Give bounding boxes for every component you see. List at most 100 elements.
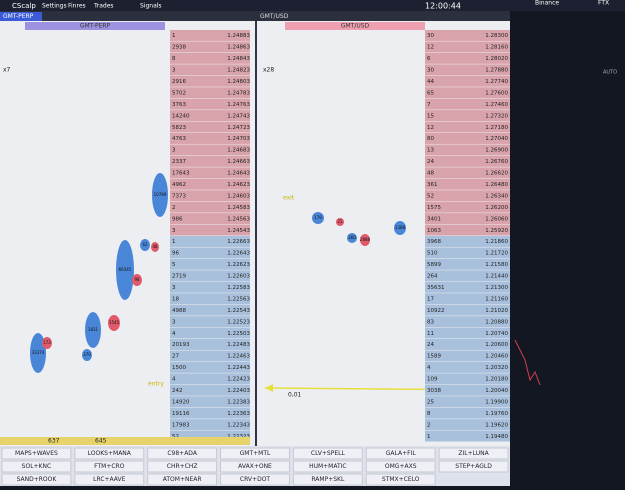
tab-label: GMT-PERP — [3, 13, 34, 20]
pair-button[interactable] — [147, 447, 218, 460]
pair-button[interactable] — [220, 447, 290, 460]
ladder-row — [425, 430, 510, 442]
ladder-volume: 2 — [427, 422, 431, 428]
menu-item[interactable]: Signals — [140, 3, 162, 10]
ladder-row — [170, 41, 250, 53]
footer-bar — [0, 437, 250, 445]
pair-button[interactable] — [1, 460, 72, 473]
button-label: CHR+CHZ — [167, 463, 198, 470]
ladder-volume: 27 — [172, 354, 179, 360]
ladder-price: 1.21160 — [485, 296, 508, 302]
ladder-price: 1.26620 — [485, 171, 508, 177]
button-label: SAND+ROOK — [17, 476, 58, 483]
ladder-row — [170, 419, 250, 431]
ladder-price: 1.19480 — [485, 434, 508, 440]
ladder-price: 1.21440 — [485, 274, 508, 280]
trade-bubble — [151, 242, 159, 252]
button-label: AVAX+ONE — [238, 463, 272, 470]
ladder-row — [170, 98, 250, 110]
ladder-price: 1.22483 — [227, 342, 250, 348]
button-label: CRV+DOT — [240, 476, 271, 483]
pair-button[interactable] — [292, 447, 363, 460]
ladder-price: 1.27740 — [485, 79, 508, 85]
ladder-row — [425, 373, 510, 385]
ladder-price: 1.22463 — [227, 354, 250, 360]
pair-button[interactable] — [74, 460, 145, 473]
bubble-label: 33374 — [32, 350, 45, 355]
ladder-row — [425, 190, 510, 202]
ladder-price: 1.22503 — [227, 331, 250, 337]
button-label: LRC+AAVE — [93, 476, 126, 483]
ladder-price: 1.24803 — [227, 79, 250, 85]
pair-button[interactable] — [292, 460, 363, 473]
ladder-volume: 25 — [427, 399, 434, 405]
trade-bubble — [140, 239, 150, 251]
pair-button[interactable] — [365, 460, 436, 473]
pair-button[interactable] — [74, 473, 145, 486]
annotation: entry — [148, 381, 164, 388]
ladder-price: 1.24583 — [227, 205, 250, 211]
ladder-price: 1.24603 — [227, 193, 250, 199]
ladder-volume: 1 — [172, 239, 176, 245]
ladder-volume: 96 — [172, 251, 179, 257]
pair-button[interactable] — [438, 460, 509, 473]
menu-item[interactable]: Finres — [68, 3, 86, 10]
pair-button[interactable] — [1, 473, 72, 486]
ladder-price: 1.25920 — [485, 228, 508, 234]
trade-bubble — [360, 234, 370, 246]
tab-label: GMT/USD — [260, 13, 289, 20]
ladder-row — [170, 201, 250, 213]
menu-item[interactable]: Trades — [93, 3, 114, 10]
button-label: GALA+FIL — [386, 450, 417, 457]
ladder-volume: 3968 — [427, 239, 441, 245]
pair-button[interactable] — [1, 447, 72, 460]
pair-button[interactable] — [147, 460, 218, 473]
ladder-price: 1.22603 — [227, 274, 250, 280]
ladder-volume: 2 — [172, 205, 176, 211]
ladder-volume: 242 — [172, 388, 183, 394]
ladder-price: 1.19900 — [485, 399, 508, 405]
ladder-row — [425, 281, 510, 293]
ladder-volume: 2916 — [172, 79, 186, 85]
pair-button[interactable] — [220, 460, 290, 473]
ladder-price: 1.27460 — [485, 102, 508, 108]
pair-button[interactable] — [292, 473, 363, 486]
ladder-row — [425, 201, 510, 213]
ladder-price: 1.21020 — [485, 308, 508, 314]
ladder-price: 1.24823 — [227, 68, 250, 74]
ladder-volume: 4 — [172, 377, 176, 383]
menu-item[interactable]: Settings — [42, 3, 67, 10]
trade-bubble — [82, 349, 92, 361]
pair-button[interactable] — [220, 473, 290, 486]
pair-button[interactable] — [147, 473, 218, 486]
ladder-row — [170, 281, 250, 293]
ladder-row — [425, 52, 510, 64]
pair-button[interactable] — [365, 447, 436, 460]
trade-bubble — [312, 212, 324, 224]
ladder-row — [170, 52, 250, 64]
trade-bubble — [347, 233, 357, 243]
trade-bubble — [394, 221, 406, 235]
ladder-row — [170, 87, 250, 99]
ladder-row — [170, 407, 250, 419]
bubble-label: 2888 — [360, 237, 371, 242]
ladder-row — [170, 361, 250, 373]
ladder-row — [170, 236, 250, 247]
pair-button[interactable] — [438, 447, 509, 460]
ladder-price: 1.19620 — [485, 422, 508, 428]
ladder-row — [170, 373, 250, 385]
ladder-volume: 6 — [427, 56, 431, 62]
ladder-volume: 14920 — [172, 399, 190, 405]
ladder-price: 1.28300 — [485, 33, 508, 39]
pair-button[interactable] — [74, 447, 145, 460]
pair-button[interactable] — [365, 473, 436, 486]
ladder-volume: 510 — [427, 251, 438, 257]
ladder-row — [425, 407, 510, 419]
ladder-price: 1.24643 — [227, 171, 250, 177]
trade-bubble — [132, 274, 142, 286]
bubble-label: 62 — [142, 242, 148, 247]
ladder-volume: 44 — [427, 79, 434, 85]
ladder-row — [170, 430, 250, 442]
ladder-row — [425, 121, 510, 133]
tab[interactable] — [0, 12, 42, 21]
